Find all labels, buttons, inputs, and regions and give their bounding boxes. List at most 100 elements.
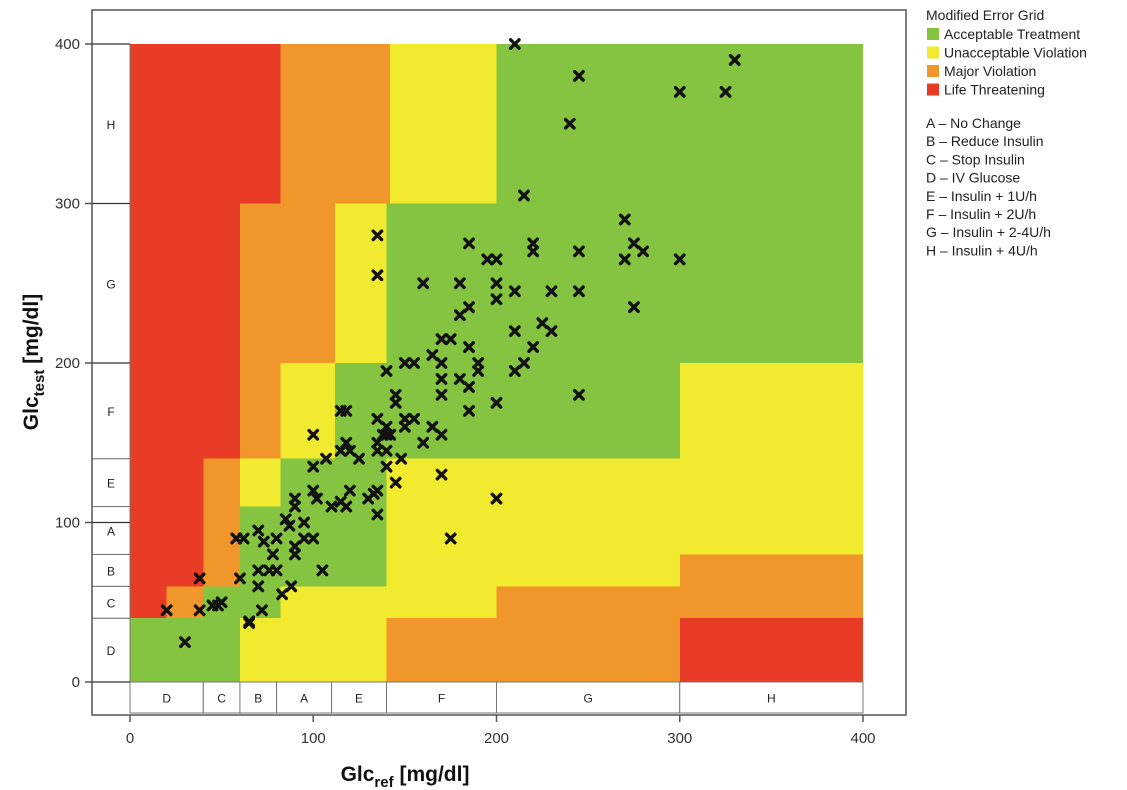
- legend-label-unacceptable: Unacceptable Violation: [944, 45, 1087, 61]
- data-point-1: [179, 636, 191, 649]
- data-point-126: [728, 54, 741, 66]
- data-point-100: [490, 492, 503, 505]
- x-band-C: [202, 681, 241, 714]
- zone-major-23: [679, 554, 863, 619]
- data-point-23: [283, 519, 296, 532]
- data-point-75: [426, 349, 439, 361]
- x-band-G: [496, 681, 681, 714]
- zone-acceptable-12: [130, 618, 240, 682]
- data-point-114: [573, 69, 585, 82]
- data-point-28: [289, 540, 301, 553]
- data-point-62: [380, 365, 393, 377]
- y-band-label-H: H: [107, 118, 116, 132]
- data-point-52: [371, 269, 384, 282]
- data-point-30: [298, 532, 310, 545]
- data-point-97: [490, 277, 503, 290]
- legend-code-4: E – Insulin + 1U/h: [926, 188, 1037, 204]
- zone-unacceptable-9: [390, 44, 497, 204]
- legend-code-1: B – Reduce Insulin: [926, 133, 1044, 149]
- data-point-91: [463, 381, 475, 393]
- data-point-59: [380, 444, 393, 457]
- x-band-label-A: A: [300, 692, 308, 706]
- data-point-125: [719, 85, 732, 98]
- data-point-65: [389, 396, 402, 409]
- data-point-99: [490, 396, 503, 409]
- data-point-111: [545, 285, 558, 298]
- zone-major-5: [239, 203, 281, 459]
- data-point-11: [243, 615, 256, 628]
- data-point-96: [490, 253, 503, 266]
- data-point-47: [353, 452, 365, 465]
- data-point-72: [408, 412, 420, 425]
- data-point-51: [371, 229, 384, 242]
- legend-label-acceptable: Acceptable Treatment: [944, 26, 1080, 42]
- y-tick-label-100: 100: [55, 515, 80, 532]
- data-point-0: [160, 604, 173, 617]
- data-point-103: [508, 325, 521, 337]
- data-point-124: [673, 253, 686, 266]
- data-points: [160, 38, 741, 649]
- x-band-label-B: B: [254, 692, 262, 706]
- data-point-13: [252, 580, 265, 593]
- data-point-63: [384, 428, 397, 441]
- legend-code-0: A – No Change: [926, 115, 1021, 131]
- data-point-3: [193, 604, 206, 617]
- data-point-22: [279, 513, 292, 526]
- data-point-85: [453, 277, 466, 290]
- data-point-67: [395, 452, 408, 465]
- legend-swatch-major: [927, 65, 939, 77]
- x-band-D: [129, 681, 204, 714]
- zone-acceptable-20: [496, 44, 863, 363]
- treatment-bands: D D C C B B A A E E F F G G H H: [91, 43, 864, 714]
- data-point-40: [334, 444, 347, 457]
- data-point-18: [267, 548, 279, 561]
- y-band-label-B: B: [107, 564, 115, 578]
- legend-code-2: C – Stop Insulin: [926, 151, 1025, 167]
- x-tick-label-300: 300: [667, 730, 692, 747]
- y-axis-title: Glctest [mg/dl]: [20, 294, 48, 430]
- data-point-66: [389, 476, 402, 489]
- y-tick-label-400: 400: [55, 36, 80, 53]
- data-point-110: [536, 317, 549, 330]
- data-point-42: [340, 404, 353, 417]
- data-point-56: [371, 484, 384, 497]
- x-tick-label-400: 400: [850, 730, 875, 747]
- data-point-8: [234, 572, 246, 585]
- data-point-76: [426, 420, 439, 433]
- data-point-101: [508, 38, 521, 50]
- data-point-73: [417, 436, 430, 449]
- data-point-123: [673, 85, 686, 98]
- data-point-90: [463, 341, 475, 353]
- zone-major-22: [496, 586, 680, 619]
- data-point-92: [463, 404, 475, 417]
- data-point-86: [453, 309, 466, 322]
- data-point-36: [316, 564, 329, 577]
- y-band-label-E: E: [107, 477, 115, 491]
- x-band-label-H: H: [767, 692, 776, 706]
- zone-major-6: [280, 44, 391, 204]
- data-point-87: [453, 373, 466, 385]
- data-point-43: [340, 436, 353, 449]
- data-point-102: [508, 285, 521, 298]
- data-point-88: [463, 237, 475, 250]
- data-point-27: [289, 492, 301, 505]
- legend: Modified Error Grid Acceptable Treatment…: [926, 7, 1087, 258]
- data-point-50: [371, 412, 384, 425]
- data-point-69: [398, 357, 411, 369]
- x-band-label-C: C: [217, 692, 226, 706]
- zones-layer: [130, 44, 863, 682]
- y-band-label-C: C: [107, 596, 116, 610]
- data-point-37: [320, 452, 332, 465]
- zone-acceptable-14: [239, 506, 281, 619]
- data-point-116: [573, 285, 585, 298]
- data-point-54: [371, 444, 384, 457]
- data-point-82: [435, 468, 448, 481]
- data-point-33: [307, 532, 320, 545]
- legend-label-major: Major Violation: [944, 63, 1036, 79]
- data-point-9: [237, 532, 250, 545]
- data-point-16: [257, 535, 270, 548]
- legend-title: Modified Error Grid: [926, 7, 1044, 23]
- data-point-12: [252, 524, 265, 537]
- data-point-34: [307, 428, 320, 441]
- legend-code-3: D – IV Glucose: [926, 170, 1020, 186]
